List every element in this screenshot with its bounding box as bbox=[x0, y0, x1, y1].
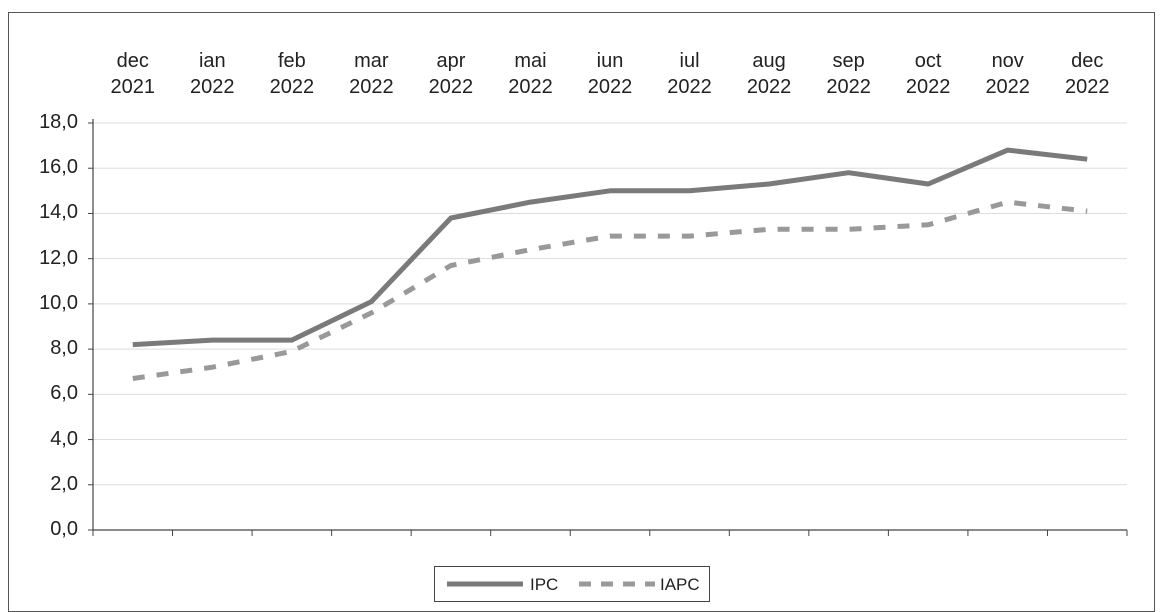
x-category-month: aug bbox=[734, 48, 804, 74]
legend-ipc-swatch bbox=[445, 569, 525, 599]
x-category-year: 2022 bbox=[257, 74, 327, 100]
legend-ipc-label: IPC bbox=[530, 575, 558, 595]
x-category-year: 2022 bbox=[734, 74, 804, 100]
x-category-year: 2022 bbox=[177, 74, 247, 100]
x-category-month: ian bbox=[177, 48, 247, 74]
x-category-month: nov bbox=[973, 48, 1043, 74]
x-category-year: 2022 bbox=[575, 74, 645, 100]
y-tick-label: 16,0 bbox=[18, 156, 78, 179]
x-category-month: feb bbox=[257, 48, 327, 74]
x-category-month: apr bbox=[416, 48, 486, 74]
x-category-year: 2021 bbox=[98, 74, 168, 100]
y-tick-label: 10,0 bbox=[18, 292, 78, 315]
x-category-month: iul bbox=[655, 48, 725, 74]
legend-iapc-swatch bbox=[577, 569, 657, 599]
x-category-year: 2022 bbox=[1052, 74, 1122, 100]
x-category-year: 2022 bbox=[336, 74, 406, 100]
y-tick-label: 8,0 bbox=[18, 337, 78, 360]
y-tick-label: 6,0 bbox=[18, 382, 78, 405]
x-category-month: sep bbox=[814, 48, 884, 74]
series-line-ipc bbox=[133, 150, 1087, 345]
y-tick-label: 4,0 bbox=[18, 428, 78, 451]
x-category-month: mai bbox=[495, 48, 565, 74]
y-tick-label: 2,0 bbox=[18, 473, 78, 496]
x-category-month: dec bbox=[98, 48, 168, 74]
y-tick-label: 12,0 bbox=[18, 247, 78, 270]
series-line-iapc bbox=[133, 202, 1087, 378]
x-category-year: 2022 bbox=[814, 74, 884, 100]
y-tick-label: 18,0 bbox=[18, 111, 78, 134]
legend-iapc-label: IAPC bbox=[660, 575, 700, 595]
x-category-month: oct bbox=[893, 48, 963, 74]
x-category-year: 2022 bbox=[655, 74, 725, 100]
chart-legend: IPC IAPC bbox=[434, 566, 710, 602]
x-category-month: iun bbox=[575, 48, 645, 74]
x-category-year: 2022 bbox=[416, 74, 486, 100]
x-category-year: 2022 bbox=[893, 74, 963, 100]
x-category-year: 2022 bbox=[973, 74, 1043, 100]
x-category-year: 2022 bbox=[495, 74, 565, 100]
x-category-month: dec bbox=[1052, 48, 1122, 74]
x-category-month: mar bbox=[336, 48, 406, 74]
y-tick-label: 14,0 bbox=[18, 201, 78, 224]
y-tick-label: 0,0 bbox=[18, 518, 78, 541]
